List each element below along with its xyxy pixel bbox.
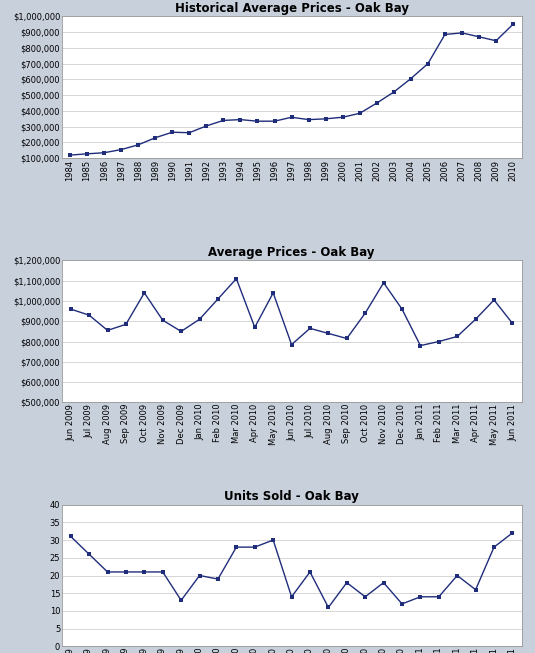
- Title: Historical Average Prices - Oak Bay: Historical Average Prices - Oak Bay: [174, 2, 409, 15]
- Title: Average Prices - Oak Bay: Average Prices - Oak Bay: [208, 246, 375, 259]
- Title: Units Sold - Oak Bay: Units Sold - Oak Bay: [224, 490, 359, 503]
